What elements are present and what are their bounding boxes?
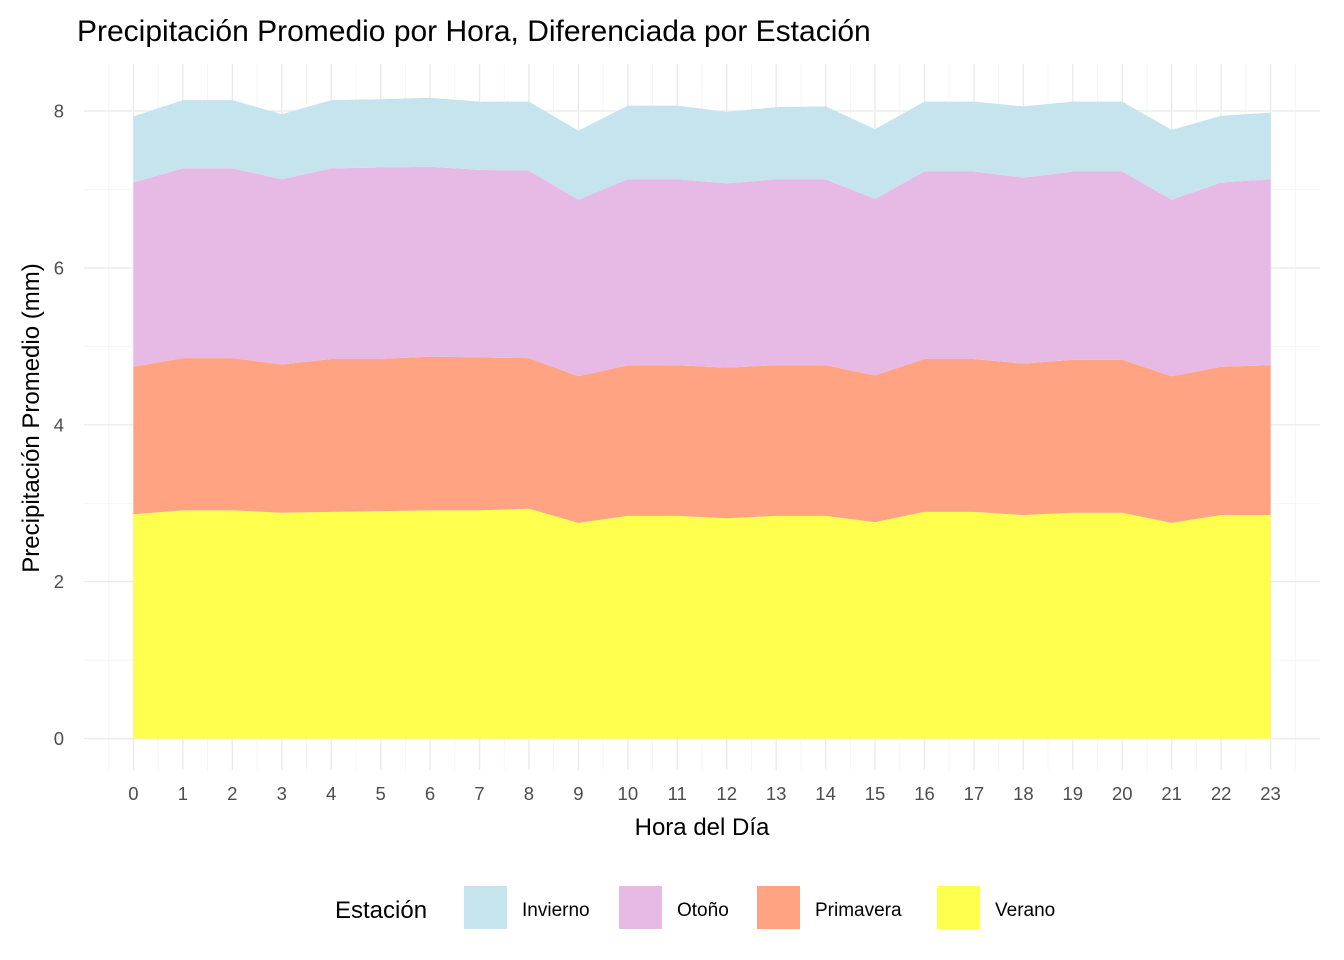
legend-label: Primavera [815, 900, 902, 921]
x-tick-label: 16 [914, 783, 935, 804]
x-tick-label: 2 [227, 783, 237, 804]
legend-label: Verano [995, 900, 1055, 921]
area-verano [133, 508, 1271, 739]
legend-title: Estación [335, 897, 427, 924]
legend-key [937, 886, 980, 929]
x-tick-label: 23 [1260, 783, 1281, 804]
x-tick-label: 0 [128, 783, 138, 804]
y-tick-label: 0 [54, 728, 64, 749]
area-primavera [133, 356, 1271, 523]
x-tick-label: 21 [1161, 783, 1182, 804]
area-otono [133, 166, 1271, 377]
x-tick-label: 9 [573, 783, 583, 804]
y-axis-ticks: 0 2 4 6 8 [54, 101, 64, 750]
legend-item: Invierno [464, 886, 590, 929]
x-tick-label: 13 [766, 783, 787, 804]
area-invierno [133, 97, 1271, 200]
legend-items: Invierno Otoño Primavera Verano [464, 886, 1055, 929]
x-tick-label: 20 [1112, 783, 1133, 804]
x-tick-label: 12 [716, 783, 737, 804]
x-tick-label: 22 [1211, 783, 1232, 804]
x-axis-ticks: 0 1 2 3 4 5 6 7 8 9 10 11 12 13 14 15 16 17 18 19 20 21 22 23 [128, 783, 1281, 804]
y-tick-label: 8 [54, 101, 64, 122]
x-tick-label: 17 [964, 783, 985, 804]
y-tick-label: 4 [54, 414, 64, 435]
x-tick-label: 4 [326, 783, 336, 804]
x-tick-label: 1 [178, 783, 188, 804]
legend-key [757, 886, 800, 929]
legend-item: Verano [937, 886, 1055, 929]
area-layers [133, 97, 1271, 739]
legend-label: Invierno [522, 900, 590, 921]
legend-key [619, 886, 662, 929]
x-tick-label: 18 [1013, 783, 1034, 804]
legend-key [464, 886, 507, 929]
x-tick-label: 10 [618, 783, 639, 804]
x-tick-label: 11 [668, 783, 687, 804]
x-tick-label: 15 [865, 783, 886, 804]
legend-label: Otoño [677, 900, 729, 921]
y-axis-title: Precipitación Promedio (mm) [18, 263, 45, 572]
x-axis-title: Hora del Día [635, 814, 770, 841]
legend: Estación Invierno Otoño Primavera Verano [335, 886, 1055, 929]
x-tick-label: 7 [474, 783, 484, 804]
legend-item: Primavera [757, 886, 902, 929]
x-tick-label: 19 [1063, 783, 1084, 804]
x-tick-label: 8 [524, 783, 534, 804]
y-tick-label: 2 [54, 571, 64, 592]
chart-title: Precipitación Promedio por Hora, Diferen… [77, 15, 871, 48]
y-tick-label: 6 [54, 257, 64, 278]
x-tick-label: 3 [277, 783, 287, 804]
x-tick-label: 6 [425, 783, 435, 804]
x-tick-label: 14 [815, 783, 836, 804]
x-tick-label: 5 [375, 783, 385, 804]
legend-item: Otoño [619, 886, 729, 929]
